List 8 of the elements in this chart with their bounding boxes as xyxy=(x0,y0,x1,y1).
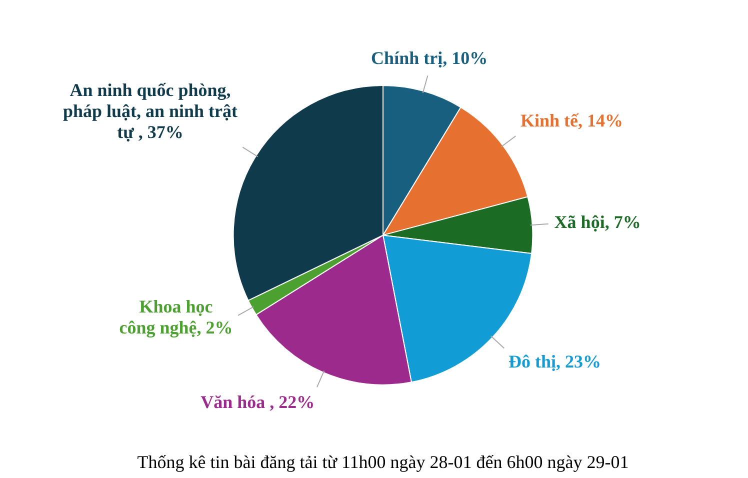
text: Thống kê tin bài đăng tải từ 11h00 ngày 28-01 đến 6h00 ngày 29-01 xyxy=(137,452,629,472)
slice-label: Chính trị, 10% xyxy=(371,48,488,68)
slice-label: Khoa học công nghệ, 2% xyxy=(119,296,233,338)
slice-label: Xã hội, 7% xyxy=(554,212,641,232)
slice-label: An ninh quốc phòng, pháp luật, an ninh trật tự , 37% xyxy=(62,80,238,142)
slice-label: Đô thị, 23% xyxy=(508,352,601,372)
slice-label: Kinh tế, 14% xyxy=(520,110,624,131)
slice-label: Văn hóa , 22% xyxy=(200,392,315,412)
